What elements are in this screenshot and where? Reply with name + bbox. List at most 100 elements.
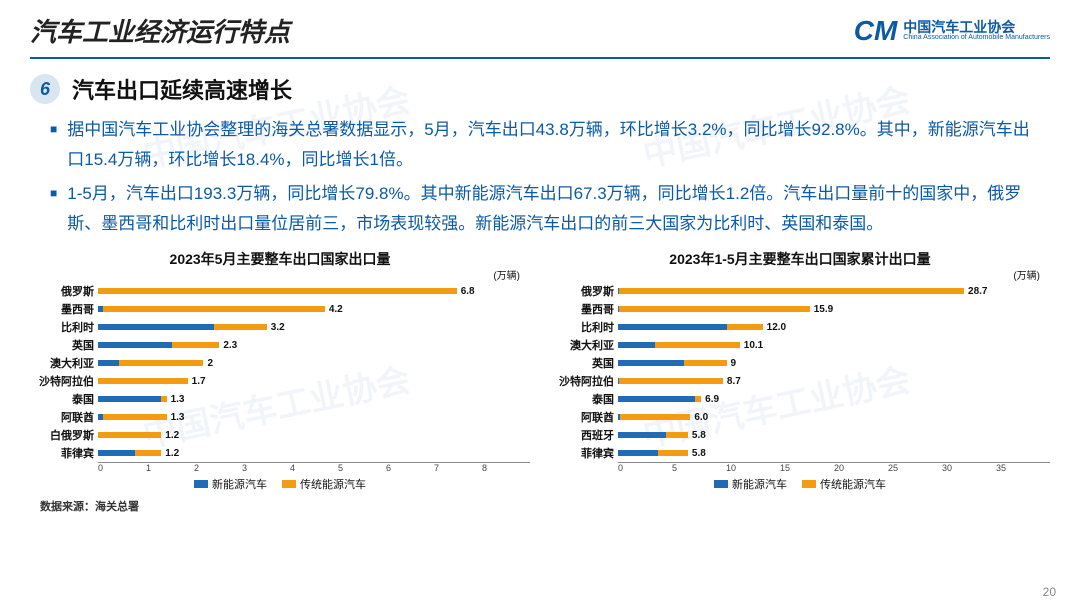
bar-ice [620,414,690,420]
bar-ice [214,324,267,330]
bar-ice [98,288,457,294]
chart-row: 沙特阿拉伯 1.7 [30,372,520,390]
bar-ice [666,432,688,438]
bar-value: 5.8 [692,448,706,459]
bar-ice [619,378,723,384]
bar-ice [103,306,325,312]
row-bars: 1.3 [98,410,520,424]
logo: CM 中国汽车工业协会 China Association of Automob… [854,15,1050,47]
row-label: 菲律宾 [30,445,98,461]
axis-tick: 2 [194,463,242,474]
bar-ice [135,450,161,456]
bar-ice [727,324,763,330]
chart-legend: 新能源汽车 传统能源汽车 [550,476,1050,492]
chart-row: 西班牙5.8 [550,426,1040,444]
row-bars: 1.2 [98,428,520,442]
axis-tick: 3 [242,463,290,474]
chart-row: 阿联酋 6.0 [550,408,1040,426]
row-label: 俄罗斯 [550,283,618,299]
bar-value: 1.7 [192,376,206,387]
axis-tick: 8 [482,463,530,474]
bar-value: 9 [731,358,737,369]
bullet-marker-icon: ■ [50,179,57,239]
row-bars: 28.7 [618,284,1040,298]
bar-value: 10.1 [744,340,763,351]
chart-body: 俄罗斯28.7墨西哥15.9比利时12.0澳大利亚10.1英国9沙特阿拉伯8.7… [550,282,1050,462]
section-title: 汽车出口延续高速增长 [72,73,292,105]
bar-value: 1.2 [165,430,179,441]
chart-row: 沙特阿拉伯8.7 [550,372,1040,390]
axis-tick: 15 [780,463,834,474]
row-label: 墨西哥 [30,301,98,317]
axis-tick: 20 [834,463,888,474]
bullet-marker-icon: ■ [50,115,57,175]
bar-ice [655,342,739,348]
bar-value: 15.9 [814,304,833,315]
axis-tick: 1 [146,463,194,474]
chart-legend: 新能源汽车 传统能源汽车 [30,476,530,492]
bar-nev [98,396,161,402]
bar-value: 1.3 [171,412,185,423]
chart-title: 2023年1-5月主要整车出口国家累计出口量 [550,249,1050,269]
row-bars: 15.9 [618,302,1040,316]
bar-ice [684,360,726,366]
row-label: 菲律宾 [550,445,618,461]
row-bars: 9 [618,356,1040,370]
row-label: 沙特阿拉伯 [30,373,98,389]
bar-nev [618,450,658,456]
chart-unit: (万辆) [30,267,530,282]
bar-ice [103,414,166,420]
bar-value: 3.2 [271,322,285,333]
bullet-item: ■ 据中国汽车工业协会整理的海关总署数据显示，5月，汽车出口43.8万辆，环比增… [50,115,1030,175]
row-label: 俄罗斯 [30,283,98,299]
bar-ice [619,288,964,294]
bar-nev [618,360,684,366]
chart-row: 英国 9 [550,354,1040,372]
bar-ice [161,396,166,402]
bar-ice [695,396,701,402]
chart-row: 墨西哥 15.9 [550,300,1040,318]
section-head: 6 汽车出口延续高速增长 [30,73,1050,105]
legend-swatch-blue [714,480,728,488]
axis-tick: 6 [386,463,434,474]
bar-nev [98,342,172,348]
bar-nev [98,324,214,330]
divider [30,57,1050,59]
bar-nev [618,432,666,438]
charts-container: 2023年5月主要整车出口国家出口量 (万辆) 俄罗斯6.8墨西哥4.2比利时3… [30,249,1050,492]
legend-swatch-blue [194,480,208,488]
axis-tick: 4 [290,463,338,474]
row-label: 英国 [550,355,618,371]
bar-ice [98,432,161,438]
chart-row: 俄罗斯 28.7 [550,282,1040,300]
chart-title: 2023年5月主要整车出口国家出口量 [30,249,530,269]
section-number-badge: 6 [30,74,60,104]
chart-axis: 012345678 [98,462,530,474]
axis-tick: 25 [888,463,942,474]
row-label: 英国 [30,337,98,353]
chart-row: 比利时12.0 [550,318,1040,336]
axis-tick: 5 [672,463,726,474]
axis-tick: 35 [996,463,1050,474]
bar-value: 2.3 [223,340,237,351]
bar-value: 6.0 [694,412,708,423]
axis-tick: 0 [98,463,146,474]
chart-right: 2023年1-5月主要整车出口国家累计出口量 (万辆) 俄罗斯28.7墨西哥15… [550,249,1050,492]
row-label: 墨西哥 [550,301,618,317]
row-label: 西班牙 [550,427,618,443]
row-label: 比利时 [30,319,98,335]
logo-text-cn: 中国汽车工业协会 [903,20,1050,34]
bar-ice [172,342,219,348]
row-bars: 5.8 [618,428,1040,442]
row-bars: 6.0 [618,410,1040,424]
row-label: 阿联酋 [550,409,618,425]
chart-row: 菲律宾 5.8 [550,444,1040,462]
bar-nev [618,324,727,330]
bar-value: 6.8 [461,286,475,297]
chart-row: 英国 2.3 [30,336,520,354]
data-source: 数据来源：海关总署 [40,498,1080,514]
bar-value: 1.2 [165,448,179,459]
bar-ice [619,306,810,312]
bar-nev [618,396,695,402]
bar-value: 28.7 [968,286,987,297]
